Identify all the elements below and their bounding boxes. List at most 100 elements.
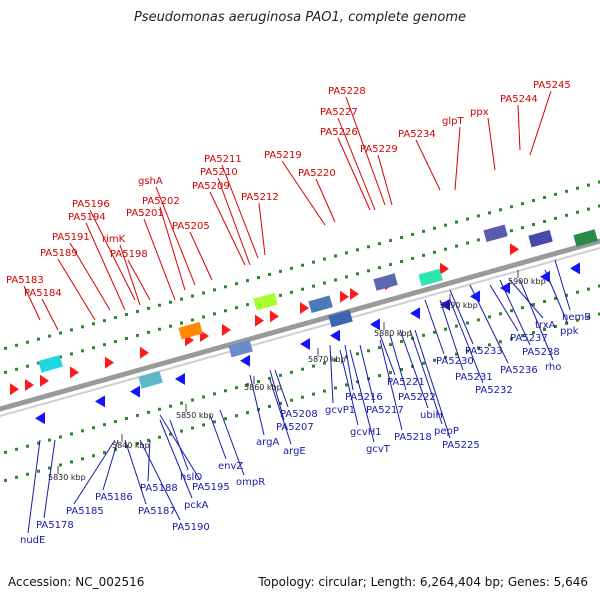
track-dot xyxy=(37,469,40,473)
track-dot xyxy=(389,239,392,243)
forward-leader-line xyxy=(159,206,186,291)
track-dot xyxy=(213,288,216,292)
track-dot xyxy=(70,432,73,436)
reverse-leader-line xyxy=(249,374,265,436)
track-dot xyxy=(301,263,304,267)
forward-gene-label: PA5211 xyxy=(204,154,242,165)
reverse-gene-label: argA xyxy=(256,437,279,448)
reverse-gene-arrow xyxy=(570,262,580,275)
track-dot xyxy=(356,380,359,384)
track-dot xyxy=(4,346,7,350)
track-dot xyxy=(466,321,469,325)
forward-gene-arrow xyxy=(25,379,34,391)
forward-gene-label: PA5184 xyxy=(24,288,62,299)
track-dot xyxy=(532,303,535,307)
forward-gene-arrow xyxy=(10,383,19,396)
forward-gene-label: PA5212 xyxy=(241,192,279,203)
track-dot xyxy=(213,312,216,316)
track-dot xyxy=(389,263,392,267)
track-dot xyxy=(345,383,348,387)
track-dot xyxy=(235,414,238,418)
track-dot xyxy=(356,352,359,356)
track-dot xyxy=(59,463,62,467)
track-dot xyxy=(488,343,491,347)
track-dot xyxy=(334,358,337,362)
forward-gene-label: rimK xyxy=(102,234,126,245)
track-dot xyxy=(455,352,458,356)
reverse-gene-label: PA5185 xyxy=(66,506,104,517)
track-dot xyxy=(59,331,62,335)
track-dot xyxy=(213,392,216,396)
genome-stats-text: Topology: circular; Length: 6,264,404 bp… xyxy=(258,575,588,589)
track-dot xyxy=(114,340,117,344)
track-dot xyxy=(169,432,172,436)
reverse-gene-label: ompR xyxy=(236,477,265,488)
forward-leader-line xyxy=(454,126,461,191)
forward-leader-line xyxy=(217,177,251,266)
reverse-gene-label: PA5208 xyxy=(280,409,318,420)
track-dot xyxy=(444,327,447,331)
reverse-gene-label: hslO xyxy=(180,472,202,483)
track-dot xyxy=(587,287,590,291)
track-dot xyxy=(356,248,359,252)
track-dot xyxy=(224,389,227,393)
track-dot xyxy=(312,260,315,264)
reverse-gene-label: PA5221 xyxy=(387,377,425,388)
reverse-leader-line xyxy=(449,289,474,345)
track-dot xyxy=(279,401,282,405)
map-title: Pseudomonas aeruginosa PAO1, complete ge… xyxy=(133,10,467,25)
forward-gene-label: ppx xyxy=(470,107,489,118)
reverse-gene-label: PA5238 xyxy=(522,347,560,358)
track-dot xyxy=(257,380,260,384)
track-dot xyxy=(389,343,392,347)
scale-label: 5900 kbp xyxy=(508,277,546,286)
track-dot xyxy=(565,189,568,193)
track-dot xyxy=(345,251,348,255)
reverse-gene-label: hemB xyxy=(562,312,591,323)
track-dot xyxy=(103,423,106,427)
forward-leader-line xyxy=(529,90,552,156)
track-dot xyxy=(202,423,205,427)
feature-block xyxy=(138,371,163,389)
track-dot xyxy=(576,318,579,322)
track-dot xyxy=(92,426,95,430)
accession-text: Accession: NC_002516 xyxy=(8,575,145,589)
track-dot xyxy=(180,321,183,325)
track-dot xyxy=(290,290,293,294)
track-dot xyxy=(532,199,535,203)
track-dot xyxy=(169,300,172,304)
reverse-leader-line xyxy=(159,414,201,481)
forward-gene-arrow xyxy=(105,356,114,369)
reverse-gene-label: nudE xyxy=(20,535,45,546)
track-dot xyxy=(279,293,282,297)
reverse-leader-line xyxy=(339,349,359,426)
track-dot xyxy=(466,217,469,221)
track-dot xyxy=(565,321,568,325)
track-dot xyxy=(224,417,227,421)
track-dot xyxy=(587,183,590,187)
track-dot xyxy=(268,272,271,276)
forward-leader-line xyxy=(209,191,246,266)
reverse-gene-label: PA5190 xyxy=(172,522,210,533)
forward-leader-line xyxy=(221,164,259,259)
feature-block xyxy=(418,268,443,287)
reverse-leader-line xyxy=(544,269,569,325)
track-dot xyxy=(26,472,29,476)
track-dot xyxy=(290,370,293,374)
track-dot xyxy=(191,318,194,322)
forward-gene-label: PA5219 xyxy=(264,150,302,161)
reverse-gene-arrow xyxy=(440,298,450,311)
reverse-gene-label: PA5207 xyxy=(276,422,314,433)
track-dot xyxy=(422,333,425,337)
genome-backbone xyxy=(0,238,600,418)
reverse-gene-arrow xyxy=(410,307,420,320)
track-dot xyxy=(411,364,414,368)
track-dot xyxy=(433,226,436,230)
reverse-leader-line xyxy=(409,329,443,425)
track-dot xyxy=(301,367,304,371)
reverse-gene-label: PA5216 xyxy=(345,392,383,403)
track-dot xyxy=(147,330,150,334)
track-dot xyxy=(378,266,381,270)
reverse-leader-line xyxy=(219,409,245,476)
track-dot xyxy=(224,309,227,313)
